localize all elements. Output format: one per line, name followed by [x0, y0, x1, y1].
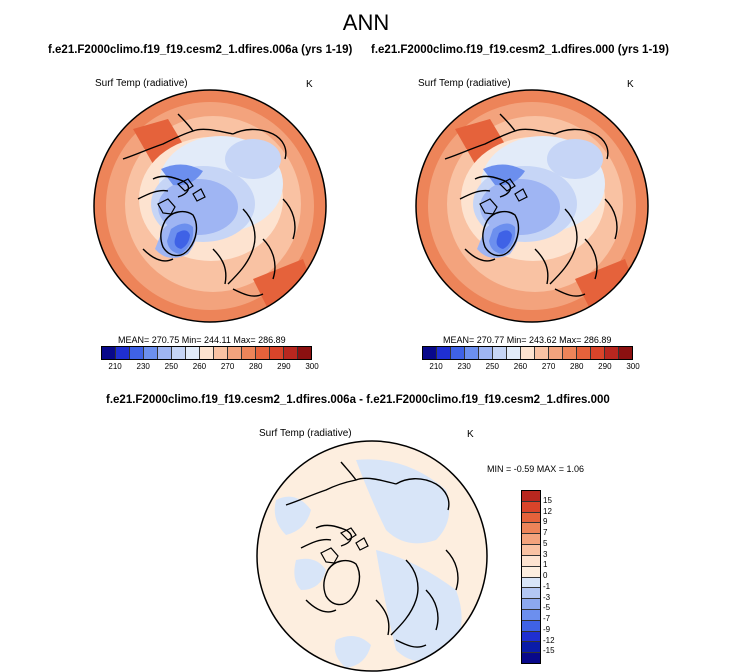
- right-units-label: K: [627, 79, 634, 90]
- diff-colorbar-tick-label: 5: [543, 538, 548, 548]
- right-colorbar-tick-label: 210: [429, 362, 443, 371]
- diff-colorbar-tick-label: -3: [543, 592, 551, 602]
- diff-colorbar-swatch: [522, 491, 540, 502]
- diff-colorbar-tick-label: 9: [543, 517, 548, 527]
- diff-colorbar-swatch: [522, 566, 540, 578]
- left-colorbar-tick-label: 260: [192, 362, 207, 371]
- right-colorbar-swatch: [549, 347, 563, 359]
- right-colorbar-tick-label: 250: [485, 362, 500, 371]
- diff-colorbar-swatch: [522, 523, 540, 535]
- diff-colorbar-tick-label: -9: [543, 624, 551, 634]
- diff-colorbar-swatch: [522, 545, 540, 556]
- diff-colorbar-tick-label: 1: [543, 560, 548, 570]
- diff-colorbar-tick-label: 0: [543, 571, 548, 580]
- right-colorbar-swatch: [437, 347, 451, 359]
- diff-colorbar: [521, 490, 541, 664]
- right-colorbar-swatch: [521, 347, 535, 359]
- right-stats-label: MEAN= 270.77 Min= 243.62 Max= 286.89: [443, 335, 612, 345]
- left-colorbar-swatch: [130, 347, 144, 359]
- diff-colorbar-tick-label: 3: [543, 549, 548, 559]
- diff-colorbar-tick-label: -12: [543, 635, 555, 645]
- right-colorbar-tick-label: 300: [626, 362, 640, 371]
- diff-colorbar-swatch: [522, 653, 540, 663]
- left-colorbar-swatch: [242, 347, 256, 359]
- right-colorbar-swatch: [605, 347, 619, 359]
- left-colorbar-swatch: [298, 347, 311, 359]
- left-colorbar-swatch: [284, 347, 298, 359]
- left-colorbar-swatch: [144, 347, 158, 359]
- diff-colorbar-swatch: [522, 609, 540, 621]
- left-colorbar-swatch: [158, 347, 172, 359]
- diff-colorbar-swatch: [522, 534, 540, 546]
- left-colorbar-tick-label: 210: [108, 362, 122, 371]
- left-colorbar-swatch: [116, 347, 130, 359]
- left-polar-map: [93, 89, 327, 323]
- right-colorbar-tick-label: 290: [598, 362, 612, 371]
- right-case-title: f.e21.F2000climo.f19_f19.cesm2_1.dfires.…: [371, 44, 669, 56]
- left-colorbar-tick-label: 280: [249, 362, 263, 371]
- diff-colorbar-swatch: [522, 588, 540, 600]
- right-colorbar-swatch: [451, 347, 465, 359]
- right-variable-label: Surf Temp (radiative): [418, 78, 511, 89]
- right-colorbar-swatch: [507, 347, 521, 359]
- left-units-label: K: [306, 79, 313, 90]
- right-colorbar-swatch: [591, 347, 605, 359]
- left-colorbar-swatch: [256, 347, 270, 359]
- diff-colorbar-swatch: [522, 642, 540, 654]
- left-colorbar-tick-label: 270: [220, 362, 235, 371]
- left-colorbar-swatch: [214, 347, 228, 359]
- left-colorbar-swatch: [270, 347, 284, 359]
- right-colorbar-swatch: [563, 347, 577, 359]
- diff-colorbar-swatch: [522, 501, 540, 513]
- left-case-title: f.e21.F2000climo.f19_f19.cesm2_1.dfires.…: [48, 44, 353, 56]
- right-colorbar-swatch: [619, 347, 632, 359]
- right-colorbar-swatch: [535, 347, 549, 359]
- right-colorbar-swatch: [493, 347, 507, 359]
- diff-stats-label: MIN = -0.59 MAX = 1.06: [487, 464, 585, 474]
- left-colorbar-swatch: [186, 347, 200, 359]
- figure-title: ANN: [342, 10, 390, 35]
- right-polar-map: [415, 89, 649, 323]
- diff-colorbar-tick-label: -7: [543, 614, 551, 623]
- left-colorbar-tick-label: 250: [164, 362, 179, 371]
- right-colorbar-swatch: [577, 347, 591, 359]
- right-colorbar-swatch: [465, 347, 479, 359]
- right-colorbar-tick-label: 270: [541, 362, 556, 371]
- diff-polar-map: [256, 440, 488, 672]
- left-colorbar-swatch: [102, 347, 116, 359]
- diff-case-title: f.e21.F2000climo.f19_f19.cesm2_1.dfires.…: [106, 394, 610, 406]
- right-colorbar-swatch: [423, 347, 437, 359]
- left-colorbar-tick-label: 290: [277, 362, 291, 371]
- diff-colorbar-tick-label: 12: [543, 506, 552, 516]
- diff-colorbar-tick-label: -1: [543, 581, 551, 591]
- right-colorbar-tick-label: 230: [457, 362, 471, 371]
- diff-colorbar-swatch: [522, 555, 540, 567]
- right-colorbar-swatch: [479, 347, 493, 359]
- left-colorbar: 210 230 250 260 270 280 290 300: [101, 346, 319, 372]
- diff-colorbar-ticks: 15 12 9 7 5 3 1 0 -1 -3 -5 -7 -9 -12 -15: [543, 490, 573, 662]
- left-stats-label: MEAN= 270.75 Min= 244.11 Max= 286.89: [118, 335, 286, 345]
- diff-colorbar-swatch: [522, 631, 540, 643]
- right-colorbar-tick-label: 260: [513, 362, 528, 371]
- diff-colorbar-swatch: [522, 620, 540, 632]
- diff-variable-label: Surf Temp (radiative): [259, 428, 352, 439]
- left-colorbar-tick-label: 230: [136, 362, 150, 371]
- left-colorbar-swatch: [200, 347, 214, 359]
- diff-colorbar-tick-label: -15: [543, 646, 555, 656]
- diff-colorbar-swatch: [522, 599, 540, 610]
- diff-colorbar-swatch: [522, 577, 540, 589]
- left-colorbar-swatch: [228, 347, 242, 359]
- left-colorbar-swatch: [172, 347, 186, 359]
- diff-colorbar-tick-label: -5: [543, 603, 551, 613]
- diff-units-label: K: [467, 429, 474, 440]
- diff-colorbar-swatch: [522, 512, 540, 524]
- diff-colorbar-tick-label: 15: [543, 495, 552, 505]
- right-colorbar-tick-label: 280: [570, 362, 584, 371]
- left-colorbar-tick-label: 300: [305, 362, 319, 371]
- right-colorbar: 210 230 250 260 270 280 290 300: [422, 346, 640, 372]
- diff-colorbar-tick-label: 7: [543, 528, 548, 537]
- left-variable-label: Surf Temp (radiative): [95, 78, 188, 89]
